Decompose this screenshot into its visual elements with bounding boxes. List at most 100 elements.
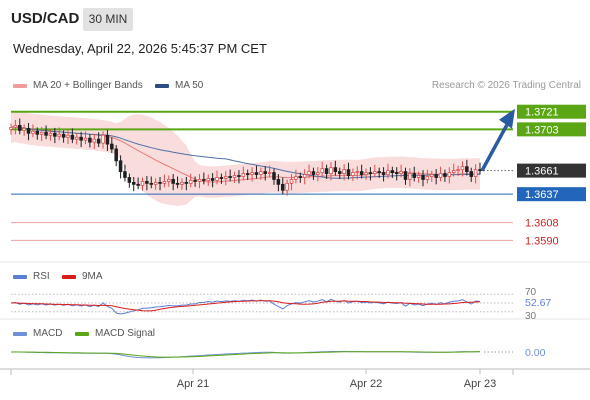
candle-body bbox=[329, 167, 333, 174]
level-label: 1.3661 bbox=[525, 166, 559, 178]
candle-body bbox=[88, 137, 92, 143]
candle-body bbox=[254, 172, 259, 175]
candle-body bbox=[333, 167, 338, 172]
candle-body bbox=[311, 171, 316, 175]
candle-body bbox=[92, 138, 97, 143]
candle-body bbox=[105, 134, 110, 145]
candle-body bbox=[171, 179, 175, 184]
candle-body bbox=[403, 171, 408, 180]
candle-body bbox=[346, 169, 351, 176]
candle-body bbox=[228, 176, 232, 178]
candle-body bbox=[355, 171, 360, 173]
candle-body bbox=[180, 181, 184, 185]
level-label-box bbox=[517, 163, 586, 178]
candle-body bbox=[307, 171, 311, 175]
candle-body bbox=[368, 172, 373, 174]
candle-body bbox=[110, 143, 114, 150]
candle-body bbox=[451, 170, 456, 173]
candle-body bbox=[373, 171, 377, 174]
macd-signal-legend-label: MACD Signal bbox=[95, 328, 156, 339]
rsi-tick-label: 30 bbox=[525, 311, 537, 322]
candle-body bbox=[364, 172, 368, 175]
candle-body bbox=[202, 179, 206, 181]
candle-body bbox=[215, 177, 219, 181]
level-label-box bbox=[517, 187, 586, 202]
candle-body bbox=[456, 169, 460, 172]
candle-body bbox=[473, 169, 478, 177]
candle-body bbox=[83, 137, 88, 141]
candle-body bbox=[162, 181, 167, 184]
candle-body bbox=[447, 172, 452, 177]
candle-body bbox=[390, 170, 395, 173]
candle-body bbox=[18, 125, 22, 131]
candle-body bbox=[465, 166, 469, 172]
candle-body bbox=[70, 134, 75, 140]
macd-legend-swatch bbox=[13, 332, 27, 336]
level-label-box bbox=[517, 104, 586, 119]
ma20-legend-label: MA 20 + Bollinger Bands bbox=[33, 80, 143, 91]
macd-signal-line bbox=[11, 351, 480, 358]
candle-body bbox=[337, 171, 342, 174]
rsi-ma-legend-label: 9MA bbox=[82, 271, 103, 282]
candle-body bbox=[381, 172, 386, 175]
candle-body bbox=[13, 125, 18, 128]
level-label: 1.3721 bbox=[525, 107, 559, 119]
level-label: 1.3608 bbox=[525, 218, 559, 230]
rsi-tick-label: 70 bbox=[525, 287, 537, 298]
bollinger-band bbox=[11, 110, 480, 206]
candle-body bbox=[57, 133, 61, 137]
symbol-title: USD/CAD bbox=[11, 10, 80, 27]
macd-signal-legend-swatch bbox=[75, 332, 89, 336]
candle-body bbox=[9, 127, 13, 130]
candle-body bbox=[237, 175, 241, 177]
candle-body bbox=[39, 131, 44, 135]
candle-body bbox=[118, 160, 123, 172]
candle-body bbox=[210, 178, 215, 181]
candle-body bbox=[399, 171, 403, 174]
candle-body bbox=[377, 171, 381, 173]
candle-body bbox=[26, 127, 31, 134]
time-tick-label: Apr 23 bbox=[464, 378, 496, 390]
candle-body bbox=[241, 173, 246, 177]
candle-body bbox=[267, 172, 272, 174]
candle-body bbox=[425, 176, 430, 180]
candle-body bbox=[412, 173, 417, 178]
candle-body bbox=[48, 132, 53, 136]
candle-body bbox=[434, 174, 438, 178]
candle-body bbox=[167, 179, 171, 182]
level-label: 1.3590 bbox=[525, 235, 559, 247]
candle-body bbox=[351, 172, 355, 176]
candle-body bbox=[175, 182, 180, 185]
candle-body bbox=[469, 171, 473, 177]
macd-line bbox=[10, 350, 481, 359]
ma50-legend-swatch bbox=[155, 84, 169, 88]
candle-body bbox=[298, 176, 303, 178]
candle-body bbox=[460, 166, 465, 171]
candle-body bbox=[127, 177, 132, 183]
ma20-legend-swatch bbox=[13, 84, 27, 88]
candle-body bbox=[74, 136, 79, 140]
candle-body bbox=[31, 130, 35, 134]
candle-body bbox=[416, 175, 421, 178]
candle-body bbox=[224, 176, 228, 179]
time-tick-label: Apr 22 bbox=[350, 378, 382, 390]
candle-body bbox=[140, 181, 145, 186]
candle-body bbox=[359, 171, 364, 175]
candle-body bbox=[280, 183, 285, 191]
rsi-legend-label: RSI bbox=[33, 271, 50, 282]
macd-legend-label: MACD bbox=[33, 328, 63, 339]
candle-body bbox=[44, 131, 48, 136]
rsi-ma-legend-swatch bbox=[62, 275, 76, 279]
candle-body bbox=[197, 179, 202, 182]
candle-body bbox=[259, 171, 263, 175]
candle-body bbox=[153, 181, 158, 185]
candle-body bbox=[53, 132, 57, 137]
candle-body bbox=[193, 180, 197, 182]
projection-arrow-line bbox=[480, 123, 509, 172]
candle-body bbox=[250, 172, 254, 175]
candle-body bbox=[443, 173, 447, 177]
candle-body bbox=[324, 168, 329, 174]
candle-body bbox=[302, 174, 307, 178]
timeframe-button[interactable]: 30 MIN bbox=[83, 8, 133, 31]
candle-body bbox=[289, 179, 294, 184]
